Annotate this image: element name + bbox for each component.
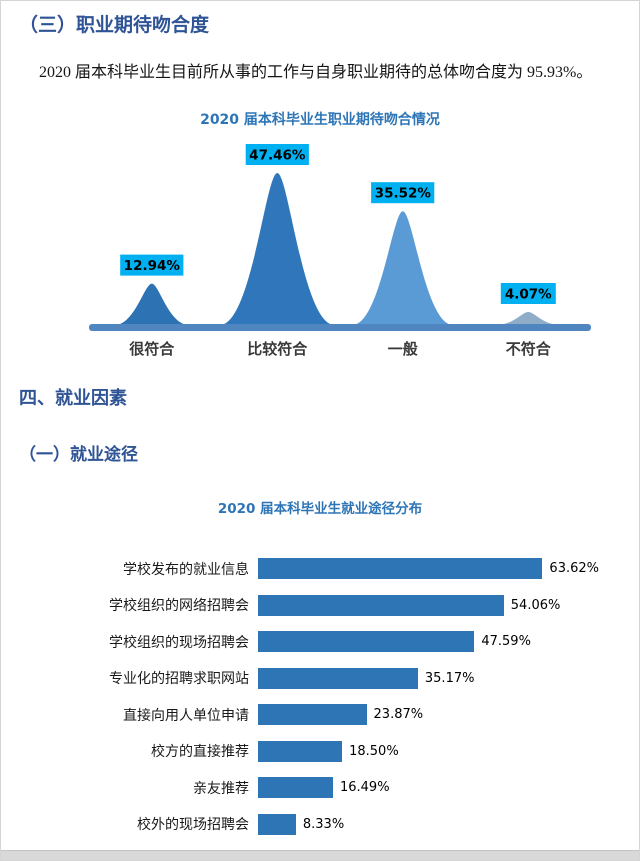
bar-value-label: 35.17% — [424, 670, 475, 686]
bar — [258, 594, 504, 616]
category-label: 很符合 — [128, 340, 175, 358]
category-label: 比较符合 — [247, 340, 308, 358]
bar-value-label: 16.49% — [339, 780, 390, 796]
bar-category-label: 学校组织的网络招聘会 — [109, 598, 249, 615]
bar-category-label: 专业化的招聘求职网站 — [109, 671, 249, 688]
page-bottom-edge — [1, 850, 639, 860]
peak-shape — [114, 284, 190, 326]
value-label-bg — [500, 283, 556, 305]
peak-shape — [495, 312, 561, 326]
bar-track: 35.17% — [258, 667, 599, 689]
bar-value-label: 54.06% — [510, 597, 561, 613]
section-heading-employment-factors: 四、就业因素 — [19, 388, 127, 410]
bar — [258, 667, 418, 689]
value-label-bg — [245, 144, 309, 166]
bar-row: 学校发布的就业信息 63.62% — [77, 551, 599, 588]
bar-category-label: 学校发布的就业信息 — [123, 561, 249, 578]
value-label-bg — [120, 255, 184, 277]
category-label: 一般 — [388, 340, 418, 358]
bar-track: 8.33% — [258, 813, 599, 835]
value-label: 4.07% — [505, 287, 552, 303]
section-heading-employment-channels: （一）就业途径 — [19, 444, 138, 465]
peaks-svg: 12.94% 47.46% 35.52% 4.07% 很符合 比较符合 一般 不符合 — [89, 144, 591, 358]
bar-track: 63.62% — [258, 558, 599, 580]
bar — [258, 740, 343, 762]
bar-value-label: 8.33% — [302, 816, 345, 832]
bar-value-label: 23.87% — [373, 707, 424, 723]
bar-category-label: 校外的现场招聘会 — [137, 817, 249, 834]
bar-row: 学校组织的现场招聘会 47.59% — [77, 624, 599, 661]
value-label: 35.52% — [375, 186, 432, 202]
bar-category-label: 学校组织的现场招聘会 — [109, 634, 249, 651]
bar-track: 18.50% — [258, 740, 599, 762]
bar — [258, 704, 367, 726]
bar-row: 专业化的招聘求职网站 35.17% — [77, 660, 599, 697]
bar-category-label: 亲友推荐 — [193, 780, 249, 797]
channel-bar-chart: 学校发布的就业信息 63.62% 学校组织的网络招聘会 54.06% 学校组织的… — [77, 551, 599, 843]
expectation-chart-title: 2020 届本科毕业生职业期待吻合情况 — [200, 112, 440, 129]
bar-value-label: 63.62% — [549, 561, 599, 577]
bar-track: 23.87% — [258, 704, 599, 726]
bar-category-label: 直接向用人单位申请 — [123, 707, 249, 724]
section-heading-expectation-fit: （三）职业期待吻合度 — [19, 14, 210, 36]
bar — [258, 777, 333, 799]
bar-value-label: 18.50% — [349, 743, 399, 759]
bar — [258, 631, 475, 653]
value-label: 12.94% — [124, 259, 181, 275]
bar-track: 54.06% — [258, 594, 599, 616]
peak-shape — [352, 211, 454, 326]
bar-row: 亲友推荐 16.49% — [77, 770, 599, 807]
bar — [258, 558, 543, 580]
bar-track: 16.49% — [258, 777, 599, 799]
bar-row: 校外的现场招聘会 8.33% — [77, 806, 599, 843]
peak-shape — [219, 173, 335, 326]
bar-row: 学校组织的网络招聘会 54.06% — [77, 587, 599, 624]
bar-category-label: 校方的直接推荐 — [151, 744, 249, 761]
bar-row: 校方的直接推荐 18.50% — [77, 733, 599, 770]
expectation-peaks-chart: 12.94% 47.46% 35.52% 4.07% 很符合 比较符合 一般 不符合 — [89, 135, 591, 363]
summary-paragraph: 2020 届本科毕业生目前所从事的工作与自身职业期待的总体吻合度为 95.93%… — [39, 63, 593, 81]
value-label: 47.46% — [249, 148, 306, 164]
bar — [258, 813, 296, 835]
category-label: 不符合 — [506, 340, 552, 358]
x-axis-line — [89, 324, 591, 332]
channel-chart-title: 2020 届本科毕业生就业途径分布 — [217, 500, 423, 517]
bar-value-label: 47.59% — [481, 634, 531, 650]
bar-track: 47.59% — [258, 631, 599, 653]
bar-row: 直接向用人单位申请 23.87% — [77, 697, 599, 734]
value-label-bg — [371, 182, 435, 204]
